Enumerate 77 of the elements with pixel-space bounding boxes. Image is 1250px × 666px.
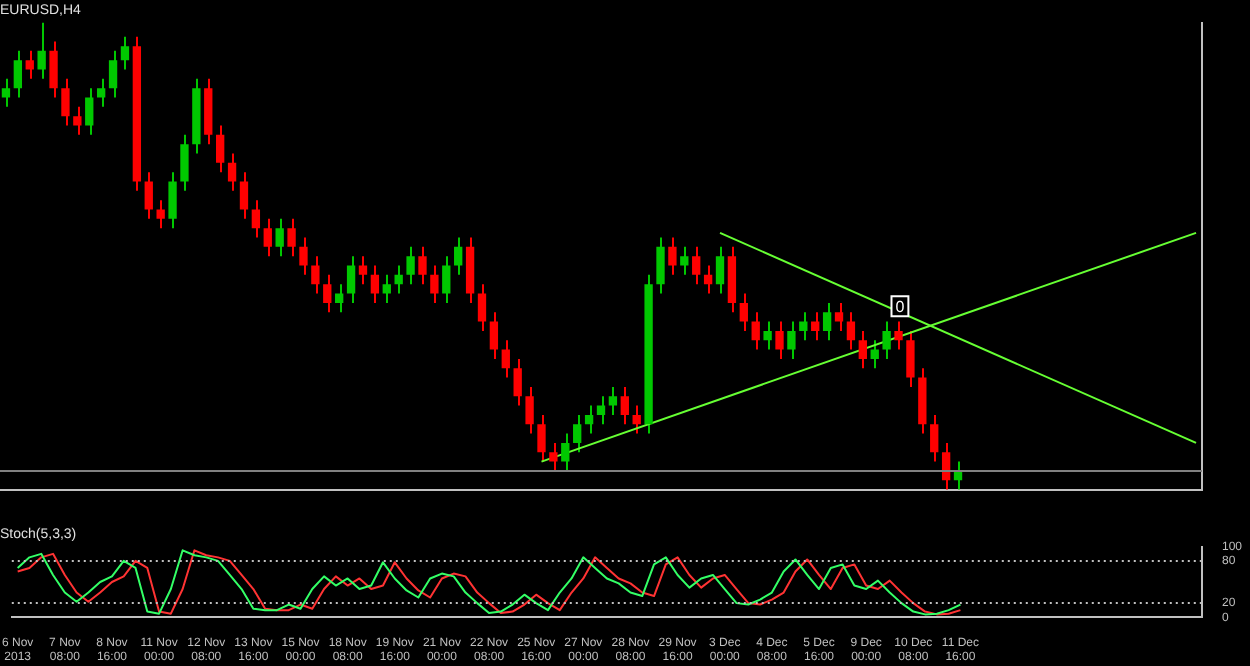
candlestick (787, 320, 796, 360)
candlestick (513, 357, 522, 407)
candlestick (763, 320, 772, 351)
candlestick (656, 236, 665, 295)
candlestick (525, 385, 534, 435)
candlestick (204, 77, 213, 146)
candlestick (822, 301, 832, 342)
candlestick (430, 264, 439, 304)
candlestick (263, 217, 272, 258)
candlestick (323, 273, 332, 314)
candlestick (834, 301, 844, 332)
candlestick (930, 413, 939, 463)
candlestick (751, 311, 760, 351)
candlestick (85, 87, 94, 136)
candlestick (894, 320, 903, 351)
candlestick (906, 329, 915, 388)
candlestick (37, 21, 46, 80)
candlestick (358, 255, 368, 286)
candlestick (144, 171, 153, 220)
candlestick (216, 124, 225, 174)
candlestick (311, 255, 320, 295)
candlestick (584, 404, 594, 435)
candlestick (465, 236, 475, 304)
candlestick (596, 395, 606, 426)
candlestick (489, 311, 499, 360)
candlestick (156, 199, 165, 230)
candlestick (692, 245, 701, 286)
candlestick (239, 171, 249, 220)
candlestick (346, 255, 356, 304)
candlestick (442, 255, 451, 304)
candlestick (418, 245, 427, 286)
candlestick (1, 77, 11, 108)
candlestick (858, 329, 867, 370)
candlestick (299, 236, 308, 276)
candlestick (561, 432, 570, 472)
candlestick (537, 413, 546, 463)
candlestick (739, 292, 748, 332)
candlestick (275, 217, 284, 258)
candlestick (382, 273, 391, 304)
candlestick (108, 49, 118, 99)
candlestick (799, 311, 808, 342)
candlestick (846, 311, 856, 351)
candlestick (811, 311, 820, 342)
candlestick (454, 236, 463, 276)
candlestick (668, 236, 677, 276)
candlestick (13, 49, 23, 99)
candlestick (680, 245, 689, 276)
candlestick (49, 40, 58, 99)
candlestick (882, 320, 891, 360)
candlestick (501, 339, 510, 379)
annotation: 0 (895, 298, 906, 317)
candlestick (608, 385, 618, 416)
candlestick (549, 441, 558, 472)
candlestick (632, 404, 641, 435)
candlestick (477, 283, 487, 332)
candlestick (406, 245, 415, 286)
candlestick (918, 367, 927, 435)
candlestick (703, 264, 713, 295)
candlestick (287, 217, 296, 258)
candlestick (96, 77, 106, 108)
candlestick (620, 385, 629, 426)
candlestick (335, 283, 344, 314)
candlestick (168, 171, 177, 230)
candlestick (870, 339, 879, 370)
candlestick (227, 152, 237, 192)
candlestick (370, 264, 380, 304)
candlestick (775, 320, 784, 360)
candlestick (25, 49, 34, 80)
candlestick (251, 199, 261, 239)
candlestick (727, 245, 737, 314)
candlestick (394, 264, 403, 295)
candlestick (715, 245, 725, 295)
candlestick (573, 413, 582, 454)
candlestick (73, 105, 82, 136)
candlestick (120, 35, 130, 71)
candlestick (180, 133, 189, 192)
candlestick (61, 77, 70, 127)
